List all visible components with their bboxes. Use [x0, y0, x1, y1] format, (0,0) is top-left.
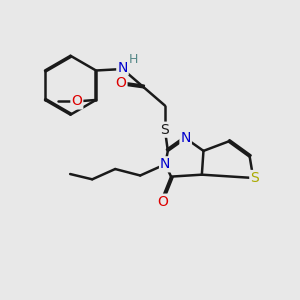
Text: N: N	[181, 131, 191, 145]
Text: O: O	[71, 94, 82, 108]
Text: S: S	[250, 171, 259, 185]
Text: N: N	[117, 61, 128, 75]
Text: O: O	[157, 195, 168, 208]
Text: S: S	[160, 123, 169, 137]
Text: N: N	[160, 157, 170, 171]
Text: H: H	[129, 53, 138, 66]
Text: O: O	[116, 76, 127, 90]
